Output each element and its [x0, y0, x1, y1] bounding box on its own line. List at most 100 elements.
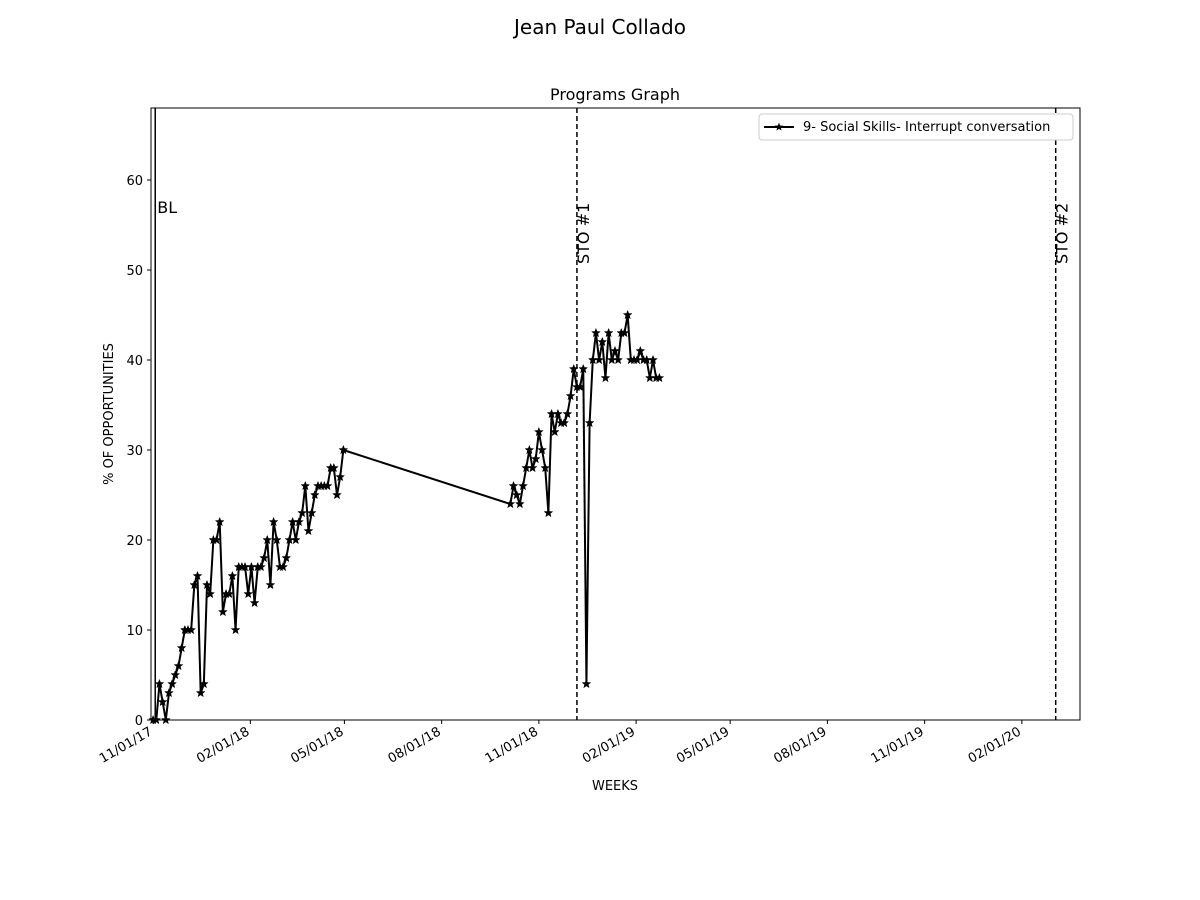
x-tick-label: 08/01/19 [771, 724, 829, 766]
data-point-star [195, 687, 206, 698]
data-point-star [610, 345, 620, 356]
data-point-star [552, 408, 563, 419]
data-point-star [543, 507, 554, 518]
data-point-star [249, 597, 260, 608]
data-point-star [192, 570, 203, 581]
data-series [148, 309, 665, 725]
y-tick-label: 40 [126, 354, 143, 369]
data-point-star [600, 372, 611, 383]
plot-area: 0 10 20 30 40 50 60 11/01/17 02/01/18 05/01/18 08/… [97, 107, 1081, 767]
data-point-star [537, 444, 548, 455]
data-point-star [198, 678, 209, 689]
data-point-star [511, 489, 522, 500]
data-point-star [259, 552, 270, 563]
data-point-star [167, 678, 178, 689]
data-point-star [300, 480, 311, 491]
data-point-star [565, 390, 576, 401]
data-point-star [581, 678, 592, 689]
data-point-star [508, 480, 519, 491]
data-point-star [549, 426, 560, 437]
data-point-star [227, 570, 238, 581]
data-point-star [157, 696, 168, 707]
data-point-star [338, 444, 349, 455]
data-point-star [214, 516, 225, 527]
data-point-star [309, 489, 320, 500]
y-axis-label: % OF OPPORTUNITIES [102, 343, 117, 485]
data-point-star [332, 489, 342, 500]
y-tick-label: 10 [126, 624, 143, 639]
data-point-star [597, 336, 608, 347]
data-point-star [265, 579, 276, 590]
chart-title: Programs Graph [550, 85, 680, 104]
data-point-star [590, 327, 601, 338]
data-point-star [584, 417, 595, 428]
phase-label: STO #1 [574, 203, 593, 264]
data-point-star [322, 480, 333, 491]
data-point-star [578, 363, 589, 374]
x-tick-label: 11/01/19 [869, 724, 927, 766]
data-point-star [160, 714, 171, 725]
legend: 9- Social Skills- Interrupt conversation [758, 113, 1074, 141]
chart-suptitle: Jean Paul Collado [512, 15, 686, 39]
data-point-star [278, 561, 289, 572]
series-line [153, 314, 660, 721]
data-point-star [164, 687, 174, 698]
data-point-star [255, 561, 266, 572]
data-point-star [281, 552, 292, 563]
data-point-star [524, 444, 535, 455]
data-point-star [562, 408, 573, 419]
x-tick-label: 08/01/18 [386, 724, 444, 766]
data-point-star [514, 498, 525, 509]
data-point-star [613, 354, 624, 365]
plot-frame [150, 107, 1081, 721]
data-point-star [303, 525, 314, 536]
data-point-star [293, 516, 304, 527]
legend-box [758, 113, 1074, 141]
data-point-star [594, 354, 605, 365]
data-point-star [173, 660, 184, 671]
data-point-star [297, 507, 308, 518]
legend-marker [774, 122, 784, 131]
y-tick-label: 0 [135, 714, 143, 729]
data-point-star [533, 426, 544, 437]
x-tick-label: 11/01/18 [483, 724, 541, 766]
data-point-star [217, 606, 228, 617]
x-tick-label: 02/01/18 [194, 724, 252, 766]
data-point-star [211, 534, 222, 545]
data-point-star [654, 372, 665, 383]
data-point-star [205, 588, 216, 599]
y-tick-label: 20 [126, 534, 143, 549]
data-point-star [530, 453, 541, 464]
data-point-star [262, 534, 273, 545]
data-point-star [202, 579, 212, 590]
data-point-star [154, 678, 165, 689]
x-tick-label: 05/01/19 [674, 724, 732, 766]
data-point-star [568, 363, 579, 374]
data-point-star [622, 309, 633, 320]
data-point-star [306, 507, 317, 518]
y-tick-label: 60 [126, 174, 143, 189]
data-point-star [328, 462, 339, 473]
data-point-star [243, 588, 254, 599]
data-point-star [518, 480, 528, 491]
data-point-star [170, 669, 181, 680]
x-tick-label: 02/01/19 [580, 724, 638, 766]
data-point-star [290, 534, 301, 545]
y-tick-label: 30 [126, 444, 143, 459]
data-point-star [540, 462, 551, 473]
y-tick-label: 50 [126, 264, 143, 279]
data-point-star [268, 516, 279, 527]
x-tick-label: 11/01/17 [97, 724, 155, 766]
data-point-star [505, 498, 516, 509]
phase-label: STO #2 [1053, 203, 1072, 264]
data-point-star [575, 381, 586, 392]
data-point-star [186, 624, 197, 635]
data-point-star [271, 534, 282, 545]
data-point-star [189, 579, 200, 590]
data-point-star [527, 462, 538, 473]
data-point-star [619, 327, 630, 338]
data-point-star [559, 417, 570, 428]
data-point-star [635, 345, 646, 356]
x-tick-label: 05/01/18 [288, 724, 346, 766]
